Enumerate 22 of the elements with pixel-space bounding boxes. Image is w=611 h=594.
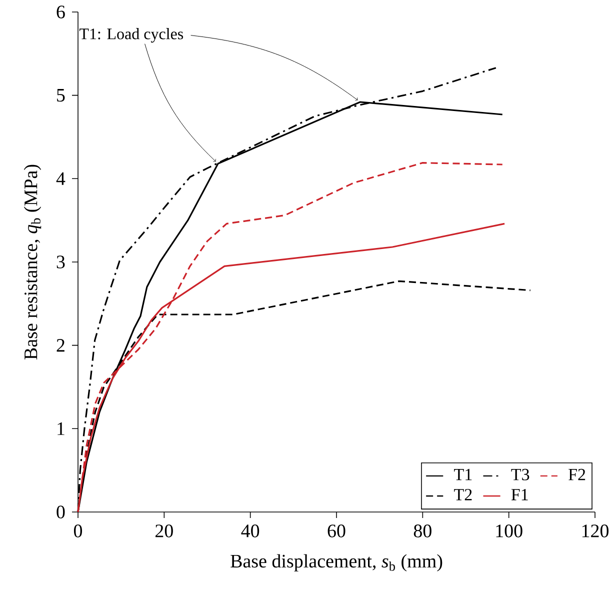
x-tick-label: 20 [156,524,173,538]
y-tick-label: 2 [56,339,64,352]
legend-label: T3 [511,468,530,480]
x-tick-label: 40 [241,524,260,538]
x-tick-label: 0 [74,524,82,538]
x-tick-label: 120 [582,524,609,538]
y-tick-label: 5 [57,89,65,102]
y-tick-label: 4 [56,172,66,185]
legend-label: T1 [454,468,472,480]
annotation: T1: Load cycles [79,28,184,43]
y-axis-title: Base resistance, q$_{b}$ (MPa) [24,164,42,360]
legend-label: F2 [568,468,586,480]
y-tick-label: 1 [58,422,64,435]
legend-label: T2 [454,488,472,500]
y-tick-label: 6 [56,6,65,18]
y-tick-label: 0 [56,506,65,518]
x-tick-label: 100 [496,524,522,538]
x-tick-label: 60 [328,524,346,538]
x-tick-label: 80 [414,524,432,538]
legend-label: F1 [511,488,528,500]
y-tick-label: 3 [56,256,65,268]
x-axis-title: Base displacement, s$_{b}$ (mm) [230,554,442,572]
